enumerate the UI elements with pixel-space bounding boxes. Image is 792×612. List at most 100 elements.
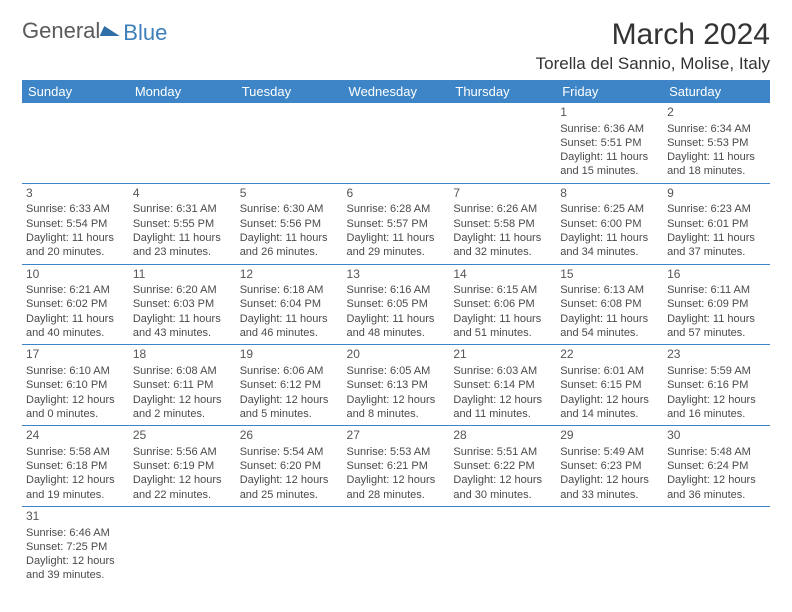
daylight-text: and 0 minutes. [26, 407, 125, 421]
day-number: 14 [453, 267, 552, 283]
calendar-cell: 9Sunrise: 6:23 AMSunset: 6:01 PMDaylight… [663, 183, 770, 264]
daylight-text: Daylight: 12 hours [26, 473, 125, 487]
calendar-row: 31Sunrise: 6:46 AMSunset: 7:25 PMDayligh… [22, 506, 770, 586]
daylight-text: Daylight: 12 hours [26, 393, 125, 407]
header: General Blue March 2024 Torella del Sann… [22, 18, 770, 74]
daylight-text: Daylight: 11 hours [667, 150, 766, 164]
sunrise-text: Sunrise: 6:16 AM [347, 283, 446, 297]
calendar-cell [22, 103, 129, 183]
daylight-text: and 25 minutes. [240, 488, 339, 502]
calendar-cell [663, 506, 770, 586]
calendar-cell: 10Sunrise: 6:21 AMSunset: 6:02 PMDayligh… [22, 264, 129, 345]
calendar-row: 17Sunrise: 6:10 AMSunset: 6:10 PMDayligh… [22, 345, 770, 426]
sunset-text: Sunset: 6:19 PM [133, 459, 232, 473]
calendar-row: 1Sunrise: 6:36 AMSunset: 5:51 PMDaylight… [22, 103, 770, 183]
daylight-text: Daylight: 11 hours [667, 231, 766, 245]
day-header: Friday [556, 80, 663, 103]
daylight-text: and 34 minutes. [560, 245, 659, 259]
daylight-text: Daylight: 11 hours [667, 312, 766, 326]
day-number: 13 [347, 267, 446, 283]
sunset-text: Sunset: 6:22 PM [453, 459, 552, 473]
calendar-cell: 15Sunrise: 6:13 AMSunset: 6:08 PMDayligh… [556, 264, 663, 345]
daylight-text: and 33 minutes. [560, 488, 659, 502]
calendar-cell [129, 103, 236, 183]
calendar-cell: 8Sunrise: 6:25 AMSunset: 6:00 PMDaylight… [556, 183, 663, 264]
calendar-cell: 29Sunrise: 5:49 AMSunset: 6:23 PMDayligh… [556, 426, 663, 507]
daylight-text: and 19 minutes. [26, 488, 125, 502]
sunset-text: Sunset: 6:20 PM [240, 459, 339, 473]
sunrise-text: Sunrise: 5:59 AM [667, 364, 766, 378]
sunrise-text: Sunrise: 6:05 AM [347, 364, 446, 378]
daylight-text: Daylight: 12 hours [347, 473, 446, 487]
sunset-text: Sunset: 6:01 PM [667, 217, 766, 231]
daylight-text: and 15 minutes. [560, 164, 659, 178]
sunrise-text: Sunrise: 6:36 AM [560, 122, 659, 136]
sunset-text: Sunset: 5:51 PM [560, 136, 659, 150]
day-number: 17 [26, 347, 125, 363]
sunset-text: Sunset: 6:13 PM [347, 378, 446, 392]
calendar-cell [343, 103, 450, 183]
logo-blue-wrap: Blue [100, 20, 167, 46]
daylight-text: Daylight: 12 hours [133, 473, 232, 487]
sunset-text: Sunset: 6:04 PM [240, 297, 339, 311]
sunset-text: Sunset: 5:55 PM [133, 217, 232, 231]
calendar-cell: 22Sunrise: 6:01 AMSunset: 6:15 PMDayligh… [556, 345, 663, 426]
daylight-text: Daylight: 11 hours [240, 231, 339, 245]
sunset-text: Sunset: 6:14 PM [453, 378, 552, 392]
sunset-text: Sunset: 6:03 PM [133, 297, 232, 311]
calendar-row: 10Sunrise: 6:21 AMSunset: 6:02 PMDayligh… [22, 264, 770, 345]
daylight-text: and 29 minutes. [347, 245, 446, 259]
calendar-cell: 24Sunrise: 5:58 AMSunset: 6:18 PMDayligh… [22, 426, 129, 507]
day-number: 28 [453, 428, 552, 444]
sunrise-text: Sunrise: 6:26 AM [453, 202, 552, 216]
calendar-cell: 1Sunrise: 6:36 AMSunset: 5:51 PMDaylight… [556, 103, 663, 183]
calendar-cell [343, 506, 450, 586]
calendar-cell: 17Sunrise: 6:10 AMSunset: 6:10 PMDayligh… [22, 345, 129, 426]
daylight-text: Daylight: 11 hours [453, 231, 552, 245]
daylight-text: Daylight: 11 hours [26, 312, 125, 326]
calendar-cell: 28Sunrise: 5:51 AMSunset: 6:22 PMDayligh… [449, 426, 556, 507]
sunset-text: Sunset: 6:02 PM [26, 297, 125, 311]
sunrise-text: Sunrise: 6:15 AM [453, 283, 552, 297]
sunrise-text: Sunrise: 6:18 AM [240, 283, 339, 297]
calendar-cell: 12Sunrise: 6:18 AMSunset: 6:04 PMDayligh… [236, 264, 343, 345]
daylight-text: and 39 minutes. [26, 568, 125, 582]
day-number: 3 [26, 186, 125, 202]
daylight-text: and 16 minutes. [667, 407, 766, 421]
daylight-text: and 43 minutes. [133, 326, 232, 340]
sunrise-text: Sunrise: 6:23 AM [667, 202, 766, 216]
day-header: Thursday [449, 80, 556, 103]
daylight-text: Daylight: 12 hours [560, 393, 659, 407]
calendar-cell [236, 506, 343, 586]
sunrise-text: Sunrise: 6:25 AM [560, 202, 659, 216]
sunrise-text: Sunrise: 6:20 AM [133, 283, 232, 297]
day-number: 4 [133, 186, 232, 202]
daylight-text: and 51 minutes. [453, 326, 552, 340]
sunrise-text: Sunrise: 6:33 AM [26, 202, 125, 216]
day-number: 24 [26, 428, 125, 444]
calendar-cell: 6Sunrise: 6:28 AMSunset: 5:57 PMDaylight… [343, 183, 450, 264]
day-header: Sunday [22, 80, 129, 103]
location: Torella del Sannio, Molise, Italy [536, 54, 770, 74]
day-header: Tuesday [236, 80, 343, 103]
daylight-text: Daylight: 12 hours [453, 473, 552, 487]
calendar-cell: 2Sunrise: 6:34 AMSunset: 5:53 PMDaylight… [663, 103, 770, 183]
sunset-text: Sunset: 6:06 PM [453, 297, 552, 311]
daylight-text: Daylight: 11 hours [560, 231, 659, 245]
daylight-text: Daylight: 11 hours [133, 312, 232, 326]
daylight-text: and 2 minutes. [133, 407, 232, 421]
sunset-text: Sunset: 6:12 PM [240, 378, 339, 392]
daylight-text: and 14 minutes. [560, 407, 659, 421]
daylight-text: Daylight: 11 hours [560, 312, 659, 326]
day-number: 21 [453, 347, 552, 363]
calendar-row: 3Sunrise: 6:33 AMSunset: 5:54 PMDaylight… [22, 183, 770, 264]
daylight-text: Daylight: 12 hours [240, 393, 339, 407]
day-number: 2 [667, 105, 766, 121]
day-number: 31 [26, 509, 125, 525]
calendar-cell: 7Sunrise: 6:26 AMSunset: 5:58 PMDaylight… [449, 183, 556, 264]
calendar-cell: 5Sunrise: 6:30 AMSunset: 5:56 PMDaylight… [236, 183, 343, 264]
sunset-text: Sunset: 6:00 PM [560, 217, 659, 231]
daylight-text: Daylight: 12 hours [453, 393, 552, 407]
sunrise-text: Sunrise: 5:53 AM [347, 445, 446, 459]
sunrise-text: Sunrise: 6:11 AM [667, 283, 766, 297]
